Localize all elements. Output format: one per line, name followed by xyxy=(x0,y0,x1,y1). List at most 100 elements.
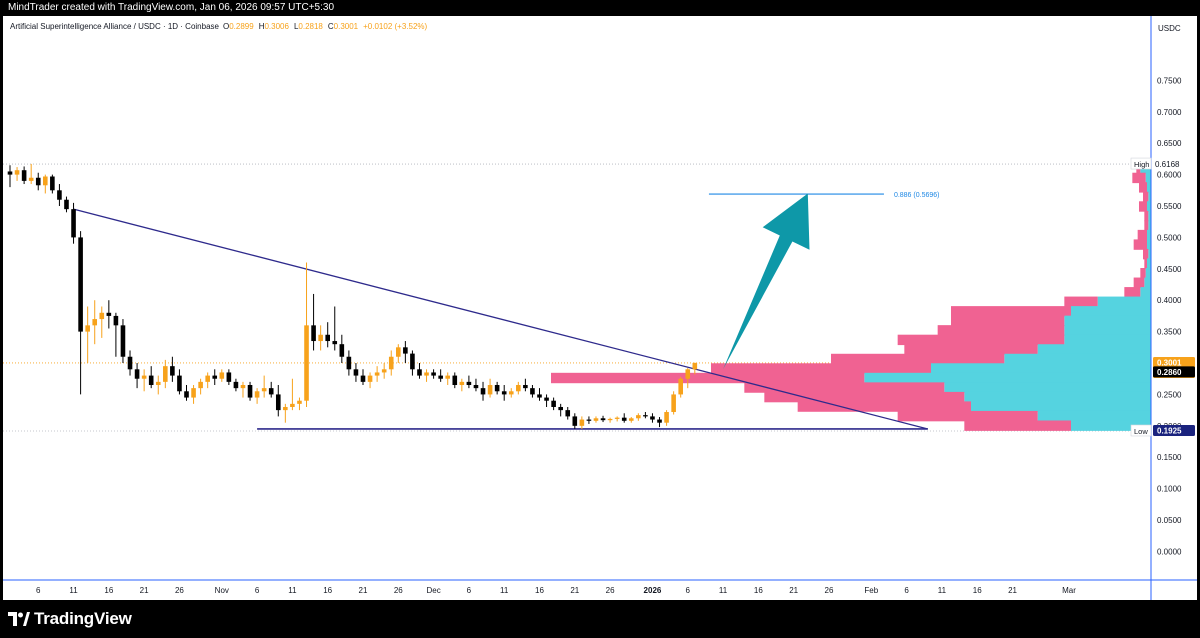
candle-body xyxy=(459,381,465,386)
candle-body xyxy=(572,416,578,426)
candle-body xyxy=(650,416,655,420)
candle-body xyxy=(332,341,338,345)
candle-body xyxy=(551,400,556,407)
volume-profile-up-bar xyxy=(971,401,1151,412)
candle-body xyxy=(445,375,451,379)
x-tick-label: 11 xyxy=(288,586,297,595)
x-tick-label: 26 xyxy=(606,586,615,595)
candle-body xyxy=(381,369,387,373)
axis-label: High xyxy=(1134,160,1149,169)
volume-profile-up-bar xyxy=(1037,344,1151,355)
candle-body xyxy=(628,418,634,421)
candle-body xyxy=(452,375,458,386)
candle-body xyxy=(671,394,676,413)
legend-h-value: 0.3006 xyxy=(264,22,289,31)
x-tick-label: 26 xyxy=(825,586,834,595)
candle-body xyxy=(692,362,698,370)
candle-body xyxy=(205,375,210,382)
candle-body xyxy=(268,388,274,395)
candle-body xyxy=(346,356,352,370)
x-tick-label: 16 xyxy=(754,586,763,595)
footer-bar: TradingView xyxy=(0,600,1200,638)
candle-body xyxy=(261,388,267,392)
legend-o-label: O xyxy=(223,22,229,31)
volume-profile-up-bar xyxy=(1071,306,1151,317)
volume-profile-up-bar xyxy=(964,391,1151,403)
volume-profile-up-bar xyxy=(1037,410,1151,422)
footer-brand: TradingView xyxy=(34,609,132,628)
candle-body xyxy=(254,391,260,398)
candle-body xyxy=(64,199,69,210)
volume-profile xyxy=(551,163,1151,431)
volume-profile-down-bar xyxy=(1132,172,1146,184)
tradingview-logo[interactable]: TradingView xyxy=(8,607,132,631)
x-tick-label: Feb xyxy=(864,586,878,595)
candle-body xyxy=(219,372,225,379)
legend-h-label: H xyxy=(259,22,265,31)
price-tag xyxy=(1153,366,1195,378)
candle-body xyxy=(92,319,98,326)
candle-body xyxy=(657,419,662,423)
volume-profile-down-bar xyxy=(831,353,1005,365)
candle-body xyxy=(43,176,48,186)
volume-profile-up-bar xyxy=(1148,248,1151,260)
volume-profile-up-bar xyxy=(931,363,1151,374)
candle-body xyxy=(290,403,295,407)
volume-profile-down-bar xyxy=(1133,277,1145,288)
y-tick-label: 0.6000 xyxy=(1157,171,1182,180)
candle-body xyxy=(297,400,302,404)
y-tick-label: 0.1000 xyxy=(1157,485,1182,494)
volume-profile-down-bar xyxy=(1144,258,1147,269)
candle-body xyxy=(473,385,479,389)
candle-body xyxy=(403,347,408,354)
candle-body xyxy=(374,372,380,376)
volume-profile-up-bar xyxy=(1148,210,1151,222)
x-tick-label: 6 xyxy=(904,586,909,595)
candle-body xyxy=(275,394,281,411)
volume-profile-down-bar xyxy=(964,420,1071,431)
y-tick-label: 0.7500 xyxy=(1157,76,1182,85)
tradingview-logo-icon xyxy=(8,612,30,626)
x-tick-label: 26 xyxy=(175,586,184,595)
x-tick-label: 11 xyxy=(69,586,78,595)
candle-body xyxy=(71,209,76,238)
x-tick-label: 6 xyxy=(686,586,691,595)
legend-ohlc: O0.2899 H0.3006 L0.2818 C0.3001 +0.0102 (+3.… xyxy=(223,22,428,31)
chart-frame[interactable]: 0.886 (0.5696) 0.7000 0.6500 0.6000 0.5500 0… xyxy=(3,16,1197,600)
x-tick-label: 16 xyxy=(104,586,113,595)
resistance-trendline xyxy=(73,208,928,430)
candle-body xyxy=(226,372,232,382)
x-tick-label: 21 xyxy=(570,586,579,595)
x-tick-label: 6 xyxy=(467,586,472,595)
candle-body xyxy=(600,418,606,421)
candle-body xyxy=(325,334,330,342)
volume-profile-down-bar xyxy=(1124,287,1141,298)
candle-body xyxy=(21,170,27,181)
candle-body xyxy=(184,391,189,398)
legend-symbol: Artificial Superintelligence Alliance / … xyxy=(10,22,220,31)
volume-profile-down-bar xyxy=(897,334,1065,346)
x-tick-label: Mar xyxy=(1062,586,1076,595)
y-tick-label: 0.3500 xyxy=(1157,328,1182,337)
volume-profile-up-bar xyxy=(1148,220,1151,231)
volume-profile-up-bar xyxy=(1144,277,1151,288)
header-bar: MindTrader created with TradingView.com,… xyxy=(0,0,1200,16)
volume-profile-up-bar xyxy=(1147,201,1151,212)
axis-label: Low xyxy=(1134,427,1148,436)
volume-profile-up-bar xyxy=(1147,229,1151,241)
volume-profile-up-bar xyxy=(1064,315,1151,327)
candle-body xyxy=(593,418,599,421)
candle-body xyxy=(431,372,436,376)
candle-body xyxy=(148,375,154,386)
volume-profile-down-bar xyxy=(951,315,1065,327)
price-chart[interactable]: 0.886 (0.5696) 0.70000.65000.60000.55000… xyxy=(3,16,1197,600)
x-tick-label: 16 xyxy=(323,586,332,595)
volume-profile-down-bar xyxy=(937,325,1065,336)
x-tick-label: 6 xyxy=(255,586,260,595)
legend-c-value: 0.3001 xyxy=(334,22,359,31)
candle-body xyxy=(643,415,648,417)
candle-body xyxy=(579,419,585,426)
price-tag-value: 0.3001 xyxy=(1157,358,1182,367)
price-tag-value: 0.2860 xyxy=(1157,368,1182,377)
x-tick-label: 16 xyxy=(973,586,982,595)
